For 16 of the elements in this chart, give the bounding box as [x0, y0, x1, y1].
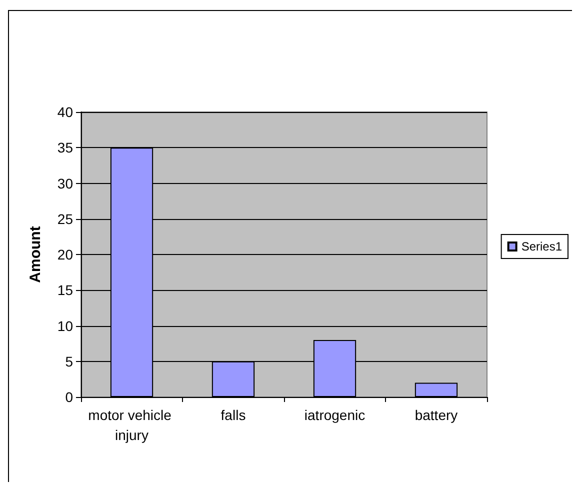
bar [414, 382, 458, 397]
y-tick-label: 25 [57, 210, 74, 227]
y-tick-label: 0 [65, 389, 74, 405]
legend-label: Series1 [521, 240, 562, 254]
y-tick-label: 30 [57, 175, 74, 192]
y-tick-label: 10 [57, 318, 74, 334]
x-tick-label: motor vehicle injury [88, 407, 176, 443]
x-tick-label: falls [220, 407, 246, 423]
y-axis-title: Amount [27, 226, 44, 283]
y-tick-label: 20 [57, 246, 74, 262]
y-tick-label: 40 [57, 104, 74, 120]
y-tick-label: 5 [65, 353, 74, 370]
x-tick-label: battery [414, 407, 458, 423]
y-tick-label: 15 [57, 282, 74, 298]
y-tick-label: 35 [57, 140, 74, 156]
x-tick-label: iatrogenic [304, 407, 366, 423]
